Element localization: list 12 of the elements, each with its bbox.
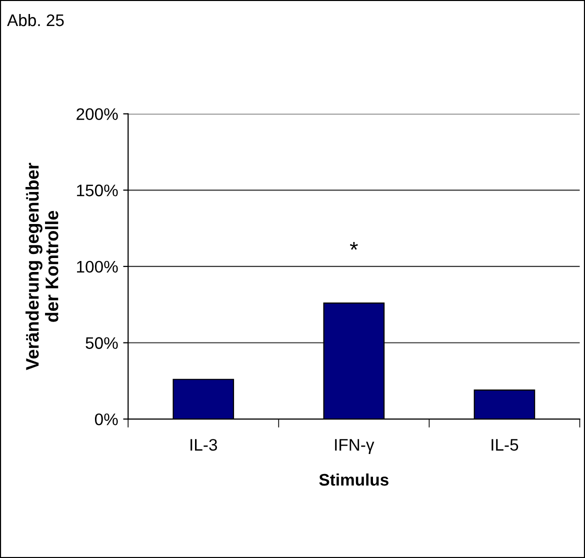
y-tick-label: 100%	[77, 260, 118, 273]
x-tick-label: IL-3	[190, 438, 218, 451]
x-tick-label: IL-5	[492, 439, 518, 451]
y-axis-title: Veränderung gegenüber der Kontrolle	[26, 162, 58, 370]
y-tick-label: 150%	[77, 184, 118, 196]
y-tick-label: 200%	[76, 108, 118, 120]
annotation: *	[350, 242, 358, 250]
x-tick-label: IFN-γ	[335, 439, 374, 454]
chart-title: Abb. 25	[7, 14, 64, 26]
x-axis-title: Stimulus	[319, 473, 388, 486]
y-tick-label: 0%	[94, 413, 118, 426]
y-tick-label: 50%	[86, 337, 118, 349]
